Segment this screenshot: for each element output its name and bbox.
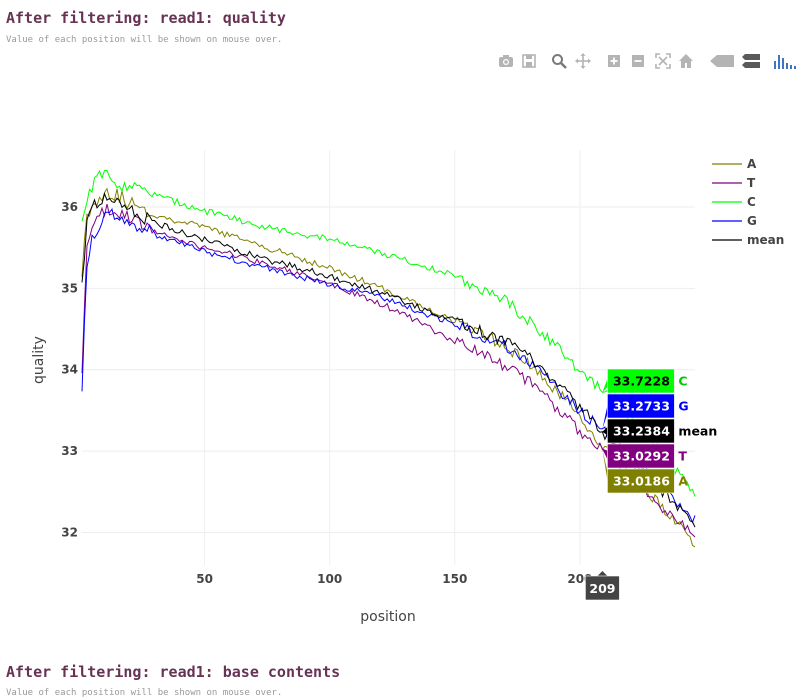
hover-label-box [607, 443, 675, 469]
spike-lines-icon[interactable] [709, 52, 735, 70]
legend-entry[interactable]: A [747, 157, 757, 171]
zoom-icon[interactable] [550, 52, 568, 70]
pan-icon[interactable] [574, 52, 592, 70]
hover-label-box [607, 368, 675, 394]
section-subtitle: Value of each position will be shown on … [6, 688, 283, 698]
hover-label-box [607, 418, 675, 444]
modebar [494, 52, 800, 72]
hover-labels: 33.7228 C 33.2733 G 33.2384 mean 33.0292 T 33.01… [602, 368, 717, 494]
hover-x-pointer [597, 571, 608, 576]
series-line-A [81, 187, 696, 548]
hover-label-box [607, 393, 675, 419]
zoom-out-icon[interactable] [629, 52, 647, 70]
hover-pointer [602, 449, 609, 486]
hover-value: 33.2733 [613, 399, 670, 414]
hover-value: 33.2384 [613, 424, 670, 439]
y-tick-label: 35 [61, 281, 78, 295]
series-line-T [81, 203, 696, 538]
x-tick-label: 150 [442, 572, 467, 586]
y-tick-label: 34 [61, 363, 78, 377]
hover-value: 33.7228 [613, 374, 670, 389]
save-icon[interactable] [520, 52, 538, 70]
hover-series-name: T [678, 449, 687, 464]
section-title: After filtering: read1: base contents [6, 663, 341, 681]
legend-entry[interactable]: mean [747, 233, 784, 247]
hover-pointer [602, 401, 609, 429]
hover-series-name: C [678, 374, 687, 389]
plotly-logo-icon[interactable] [773, 52, 799, 70]
zoom-in-icon[interactable] [605, 52, 623, 70]
hover-value: 33.0186 [613, 474, 670, 489]
hover-pointer [602, 426, 609, 436]
y-tick-label: 32 [61, 525, 78, 539]
x-axis-title: position [360, 609, 415, 625]
compare-hover-icon[interactable] [741, 52, 761, 70]
hover-pointer [602, 376, 609, 393]
x-tick-label: 100 [317, 572, 342, 586]
series-line-C [81, 169, 696, 497]
hover-series-name: G [678, 399, 688, 414]
y-tick-label: 36 [61, 200, 78, 214]
camera-icon[interactable] [497, 52, 515, 70]
hover-series-name: A [678, 474, 688, 489]
autoscale-icon[interactable] [654, 52, 672, 70]
home-icon[interactable] [677, 52, 695, 70]
hover-x-value: 209 [589, 581, 615, 596]
series-line-mean [81, 192, 696, 528]
series-line-G [81, 208, 696, 524]
hover-label-box [607, 468, 675, 494]
hover-x-box [585, 575, 620, 601]
x-tick-label: 50 [196, 572, 213, 586]
hover-series-name: mean [678, 424, 717, 439]
section-subtitle: Value of each position will be shown on … [6, 35, 283, 45]
y-axis-title: quality [31, 336, 47, 384]
legend-entry[interactable]: G [747, 214, 757, 228]
legend-entry[interactable]: C [747, 195, 756, 209]
legend-entry[interactable]: T [747, 176, 756, 190]
y-tick-label: 33 [61, 444, 78, 458]
hover-value: 33.0292 [613, 449, 670, 464]
section-title: After filtering: read1: quality [6, 9, 286, 27]
hover-pointer [602, 448, 609, 461]
